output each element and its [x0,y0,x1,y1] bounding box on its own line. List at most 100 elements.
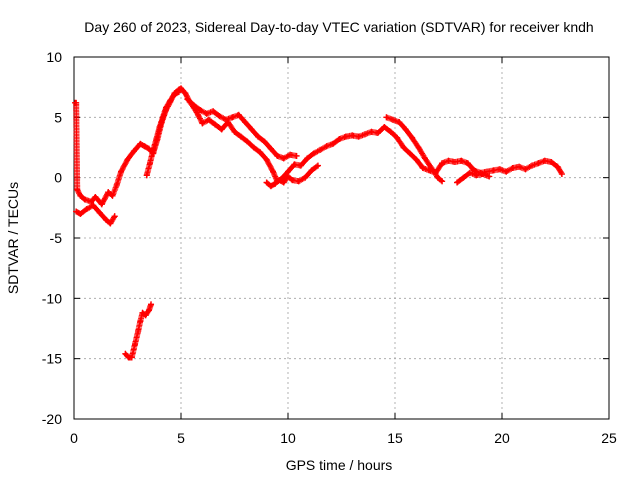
data-point [98,201,105,208]
data-point [434,174,441,181]
data-point [107,220,114,227]
data-point [242,119,249,126]
data-point [139,309,146,316]
data-point [203,110,210,117]
data-point [148,301,155,308]
x-tick-label: 25 [601,430,617,446]
data-point [362,131,369,138]
data-point [439,160,446,167]
data-point [248,126,255,133]
data-point [153,136,160,143]
data-point [135,327,142,334]
data-point [218,126,225,133]
data-point [289,177,296,184]
series-upper-branch [184,96,300,162]
x-tick-label: 10 [280,430,296,446]
data-point [528,162,535,169]
data-point [310,150,317,157]
data-point [109,192,116,199]
data-point [387,128,394,135]
data-point [293,152,300,159]
data-point [167,97,174,104]
data-point [389,116,396,123]
data-point [466,169,473,176]
data-point [383,114,390,121]
data-point [83,206,90,213]
data-point [103,216,110,223]
data-point [291,161,298,168]
y-tick-label: -20 [42,411,62,427]
data-point [156,123,163,130]
data-point [250,144,257,151]
data-point [184,96,191,103]
data-point [77,192,84,199]
data-point [182,90,189,97]
data-point [295,178,302,185]
data-point [272,180,279,187]
data-point [374,130,381,137]
series-markers [184,96,300,162]
data-point [479,171,486,178]
series-outlier-segment [122,301,155,361]
data-point [287,151,294,158]
data-point [451,158,458,165]
data-point [548,158,555,165]
x-tick-label: 15 [387,430,403,446]
data-point [88,198,95,205]
data-point [317,146,324,153]
data-point [554,163,561,170]
data-point [342,133,349,140]
data-point [509,165,516,172]
data-point [535,160,542,167]
grid-lines [74,57,609,419]
y-tick-label: -5 [50,230,63,246]
y-axis-label: SDTVAR / TECUs [5,182,21,294]
data-point [205,116,212,123]
series-mid-branch [383,114,446,185]
data-point [280,179,287,186]
data-point [402,126,409,133]
data-point [486,173,493,180]
data-point [197,107,204,114]
data-point [413,156,420,163]
data-point [285,173,291,180]
data-point [222,116,229,123]
data-point [464,160,471,167]
data-point [490,167,497,174]
data-point [381,123,388,130]
data-point [496,166,503,173]
data-point [142,312,149,319]
data-point [124,156,131,163]
data-point [92,193,99,200]
data-point [141,143,148,150]
data-point [336,136,343,143]
data-point [73,99,80,106]
data-point [558,171,565,178]
data-point [267,145,274,152]
data-point [113,181,120,188]
data-point [143,172,150,179]
data-point [421,155,428,162]
series-early-dip [73,202,118,227]
data-point [96,209,103,216]
y-tick-label: 10 [46,49,62,65]
data-point [81,196,88,203]
data-point [257,149,264,156]
data-point [400,144,407,151]
y-tick-label: -10 [42,290,62,306]
series-main-trace [72,85,565,208]
data-point [439,178,446,185]
data-point [244,138,251,145]
data-point [159,114,166,121]
data-point [216,113,223,120]
data-point [231,128,238,135]
data-point [541,157,548,164]
data-point [276,177,283,184]
data-point [105,189,112,196]
data-point [210,108,217,115]
data-point [178,85,184,92]
data-point [297,162,304,169]
chart-title: Day 260 of 2023, Sidereal Day-to-day VTE… [84,19,593,35]
data-point [111,213,118,220]
